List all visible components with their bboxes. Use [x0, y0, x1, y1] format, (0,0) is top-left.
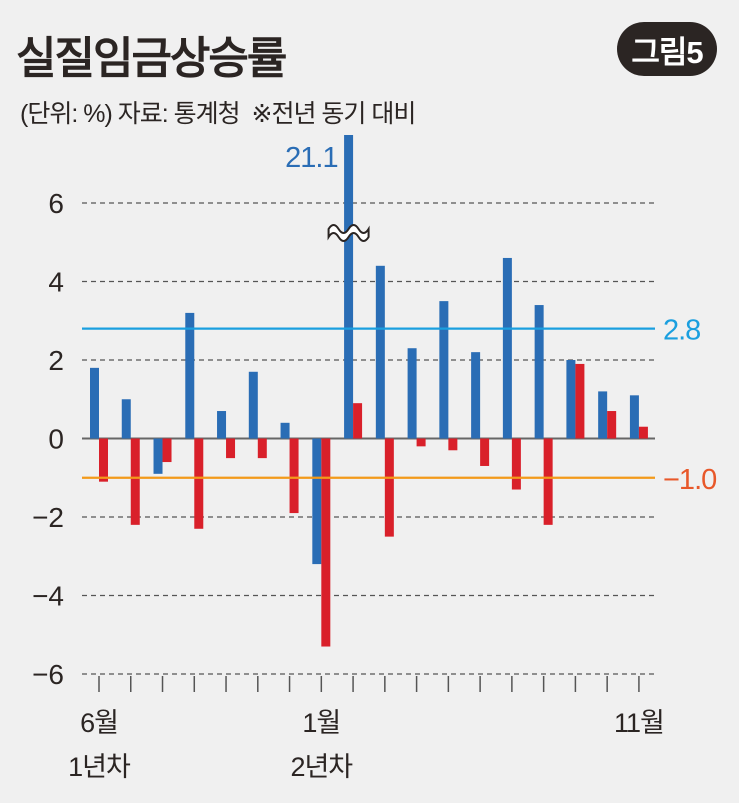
chart-subtitle: (단위: %) 자료: 통계청 ※전년 동기 대비 [20, 100, 416, 128]
y-tick-label: 2 [48, 345, 64, 376]
bar-series-blue [471, 352, 481, 439]
annotations: 21.1 2.8 −1.0 [285, 142, 717, 496]
x-tick-label: 6월 [80, 708, 118, 738]
x-tick-label: 1년차 [68, 752, 131, 782]
bar-series-blue [312, 438, 322, 565]
y-tick-label: 4 [48, 267, 64, 298]
gridlines [82, 202, 655, 675]
broken-bar-value-label: 21.1 [285, 142, 337, 174]
ref-low-label: −1.0 [663, 464, 716, 496]
axis-break-symbol [327, 224, 370, 242]
bar-series-blue [248, 371, 258, 439]
bar-series-red [607, 411, 617, 439]
bar-series-blue [90, 367, 99, 439]
y-tick-label: 6 [48, 188, 64, 219]
bar-series-blue [629, 395, 639, 439]
x-tick-label: 2년차 [290, 752, 353, 782]
bar-series-blue [375, 265, 385, 439]
ref-high-label: 2.8 [663, 315, 700, 347]
x-tick-label: 1월 [302, 708, 340, 738]
bar-series-red [99, 438, 108, 482]
bars [90, 135, 648, 647]
bar-series-blue [153, 438, 163, 474]
bar-series-red [226, 438, 236, 459]
bar-series-blue [407, 348, 417, 439]
bar-series-red [384, 438, 394, 537]
bar-series-blue [534, 305, 544, 439]
bar-series-blue [280, 422, 290, 439]
bar-series-red [416, 438, 426, 447]
bar-series-blue [566, 360, 576, 439]
x-axis: 6월 1년차 1월 2년차 11월 [68, 676, 665, 782]
reference-lines [82, 327, 655, 479]
bar-series-red [638, 426, 648, 439]
bar-series-blue [185, 312, 195, 439]
figure-badge: 그림5 [617, 22, 717, 76]
bar-series-red [257, 438, 267, 459]
bar-series-blue [344, 135, 354, 439]
bar-series-blue [598, 391, 608, 439]
bar-series-red [543, 438, 553, 525]
bar-series-red [162, 438, 172, 463]
bar-series-red [289, 438, 299, 514]
x-tick-label: 11월 [614, 708, 664, 738]
y-tick-label: −6 [32, 659, 64, 690]
bar-series-red [353, 403, 363, 439]
bar-series-blue [217, 411, 227, 439]
bar-series-red [511, 438, 521, 490]
y-axis-ticks: 6 4 2 0 −2 −4 −6 [32, 188, 64, 690]
bar-series-red [480, 438, 490, 466]
bar-series-red [575, 363, 585, 439]
bar-series-blue [502, 257, 512, 439]
bar-series-red [194, 438, 204, 529]
bar-series-red [130, 438, 140, 525]
bar-series-red [448, 438, 458, 451]
y-tick-label: 0 [48, 424, 64, 455]
chart-title: 실질임금상승률 [16, 34, 287, 83]
bar-series-blue [439, 301, 449, 439]
bar-series-blue [121, 399, 131, 439]
y-tick-label: −2 [32, 502, 64, 533]
y-tick-label: −4 [32, 581, 64, 612]
bar-series-red [321, 438, 331, 647]
